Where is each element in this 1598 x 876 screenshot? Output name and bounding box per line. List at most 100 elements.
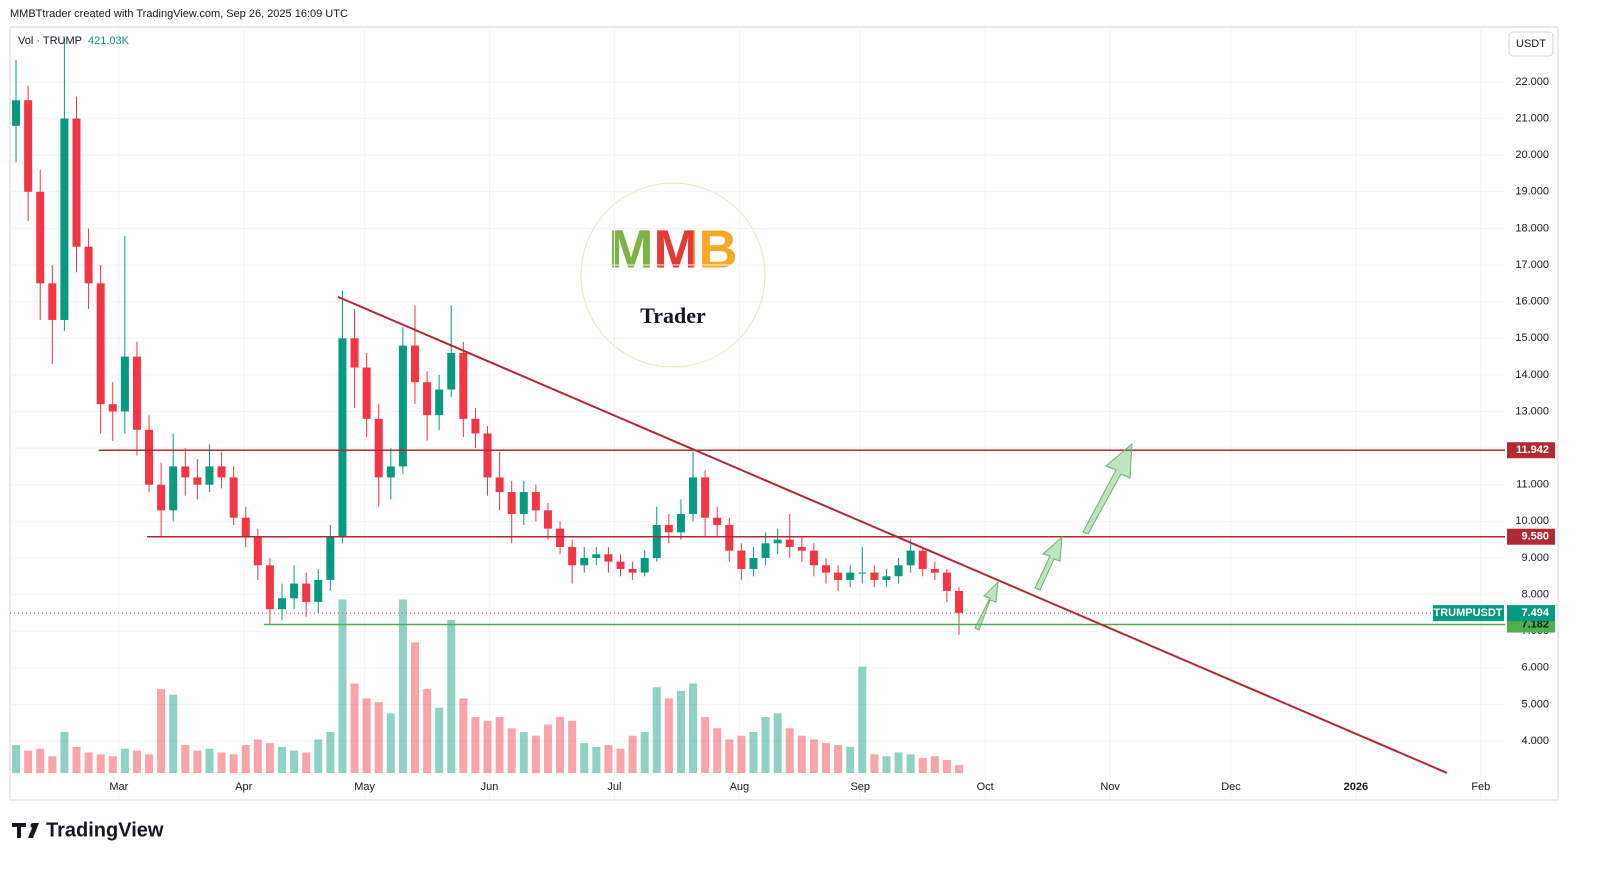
currency-box — [1508, 31, 1554, 57]
volume-bar — [253, 739, 262, 773]
volume-bar — [193, 750, 202, 773]
candle-body — [568, 546, 577, 566]
candle-body — [96, 283, 105, 405]
candle-body — [749, 557, 758, 569]
volume-bar — [531, 735, 540, 773]
volume-bar — [108, 756, 117, 773]
candle-body — [882, 576, 891, 580]
volume-bar — [471, 717, 480, 773]
y-tick-label: 19.000 — [1515, 186, 1549, 198]
y-tick-label: 21.000 — [1515, 112, 1549, 124]
y-tick-label: 10.000 — [1515, 515, 1549, 527]
candle-body — [628, 568, 637, 573]
candle-body — [12, 100, 21, 126]
candle-body — [398, 345, 407, 467]
candle-body — [278, 598, 287, 610]
candle-body — [108, 404, 117, 412]
x-tick-label: Dec — [1221, 781, 1241, 793]
candle-body — [519, 492, 528, 515]
y-tick-label: 15.000 — [1515, 332, 1549, 344]
volume-bar — [145, 754, 154, 773]
candle-body — [193, 477, 202, 485]
volume-bar — [84, 752, 93, 773]
candle-body — [930, 568, 939, 573]
volume-bar — [423, 689, 432, 773]
candle-body — [701, 477, 710, 518]
x-tick-label: Nov — [1100, 781, 1120, 793]
candle-body — [954, 590, 963, 613]
candle-body — [24, 100, 33, 192]
arrow — [974, 580, 999, 631]
x-tick-label: Jun — [481, 781, 499, 793]
candle-body — [664, 525, 673, 533]
candle-body — [834, 572, 843, 580]
volume-bar — [24, 750, 33, 773]
candle-body — [410, 345, 419, 383]
volume-bar — [870, 754, 879, 773]
level-label: 7.182 — [1521, 618, 1549, 630]
candle-body — [870, 572, 879, 580]
candle-body — [205, 466, 214, 485]
logo-title: MMB — [609, 219, 738, 279]
volume-bar — [652, 687, 661, 773]
candle-body — [894, 565, 903, 577]
x-tick-label: 2026 — [1344, 781, 1368, 793]
candle-body — [846, 572, 855, 580]
projection-arrows — [974, 442, 1133, 631]
volume-bar — [640, 731, 649, 773]
x-tick-label: Jul — [607, 781, 621, 793]
y-tick-label: 20.000 — [1515, 149, 1549, 161]
volume-bar — [628, 735, 637, 773]
volume-bar — [797, 735, 806, 773]
candle-body — [362, 367, 371, 419]
volume-bar — [290, 750, 299, 773]
brand: TradingView — [12, 819, 164, 841]
volume-bar — [181, 745, 190, 773]
volume-bar — [169, 694, 178, 773]
candle-body — [265, 565, 274, 610]
volume-bar — [822, 743, 831, 773]
credit: MMBTtrader created with TradingView.com,… — [10, 8, 348, 20]
volume-bar — [785, 728, 794, 773]
x-tick-label: May — [354, 781, 375, 793]
arrow — [1082, 442, 1133, 535]
candle-body — [84, 246, 93, 284]
candle-body — [531, 492, 540, 511]
volume-bar — [157, 689, 166, 773]
y-tick-label: 4.000 — [1521, 735, 1549, 747]
trendline — [337, 295, 1448, 774]
volume-bar — [447, 620, 456, 773]
volume-bar — [858, 666, 867, 773]
x-tick-label: Oct — [977, 781, 994, 793]
level-label: 9.580 — [1521, 531, 1549, 543]
candle-body — [338, 338, 347, 536]
x-tick-label: Feb — [1471, 781, 1490, 793]
volume-bar — [96, 754, 105, 773]
last-price-label: 7.494 — [1521, 607, 1549, 619]
candle-body — [120, 356, 129, 412]
volume-bar — [386, 713, 395, 773]
candle-body — [858, 572, 867, 574]
volume-bar — [374, 702, 383, 773]
volume-bar — [302, 752, 311, 773]
level-label: 11.942 — [1516, 444, 1549, 456]
candle-body — [689, 477, 698, 515]
x-tick-label: Mar — [109, 781, 128, 793]
plot: 4.0005.0006.0007.0008.0009.00010.00011.0… — [10, 27, 1555, 800]
candle-body — [543, 510, 552, 529]
volume-bar — [459, 698, 468, 773]
candle-body — [713, 517, 722, 526]
candle-body — [942, 572, 951, 591]
volume-bar — [942, 759, 951, 773]
volume-bar — [906, 754, 915, 773]
candle-body — [459, 352, 468, 419]
volume-bar — [72, 746, 81, 773]
y-tick-label: 6.000 — [1521, 662, 1549, 674]
volume-bar — [918, 758, 927, 773]
volume-bar — [398, 599, 407, 773]
volume-bar — [676, 690, 685, 773]
volume-bar — [713, 728, 722, 773]
candle-body — [592, 554, 601, 558]
candle-body — [556, 528, 565, 547]
volume-bar — [48, 756, 57, 773]
